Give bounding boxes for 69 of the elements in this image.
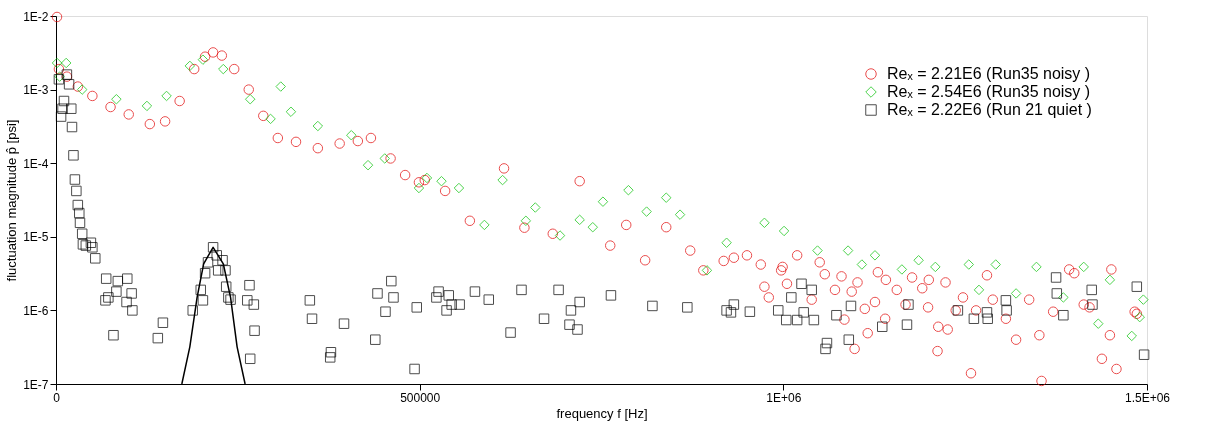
point	[379, 153, 390, 164]
point	[362, 159, 374, 171]
x-axis-title: frequency f [Hz]	[556, 405, 648, 421]
x-tick-label: 0	[53, 390, 61, 405]
point	[930, 261, 941, 273]
point	[856, 259, 868, 270]
point	[275, 81, 286, 92]
legend-label: Reₓ = 2.21E6 (Run35 noisy )	[887, 65, 1091, 82]
point	[184, 60, 196, 72]
y-tick-label: 1E-4	[23, 156, 49, 171]
y-axis-title: fluctuation magnitude p̂ [psi]	[4, 119, 20, 282]
point	[1078, 261, 1089, 273]
point	[218, 63, 229, 75]
point	[479, 219, 490, 231]
point	[76, 84, 88, 95]
point	[60, 57, 72, 69]
point	[973, 284, 985, 296]
point	[244, 93, 256, 105]
point	[312, 120, 324, 132]
y-tick-label: 1E-3	[23, 83, 49, 98]
point	[660, 192, 672, 203]
point	[812, 245, 823, 256]
point	[1058, 292, 1069, 303]
point	[990, 259, 1001, 270]
point	[265, 113, 276, 125]
point	[111, 93, 122, 105]
point	[869, 250, 881, 261]
point	[759, 217, 770, 229]
point	[285, 106, 297, 117]
point	[641, 206, 652, 217]
x-tick-label: 1E+06	[766, 390, 802, 405]
point	[913, 255, 924, 266]
point	[141, 100, 153, 112]
legend-label: Reₓ = 2.54E6 (Run35 noisy )	[887, 83, 1091, 100]
point	[574, 214, 585, 226]
y-tick-label: 1E-7	[23, 377, 49, 392]
point	[1126, 330, 1137, 342]
point	[346, 129, 357, 141]
point	[587, 221, 599, 233]
point	[623, 184, 634, 196]
point	[1138, 294, 1149, 305]
point	[778, 225, 790, 237]
y-tick-label: 1E-6	[23, 303, 49, 318]
point	[701, 265, 713, 276]
point	[436, 175, 447, 187]
point	[51, 57, 63, 69]
x-tick-label: 1.5E+06	[1124, 390, 1171, 405]
point	[1134, 311, 1145, 323]
point	[497, 174, 508, 186]
point	[674, 209, 686, 220]
point	[963, 259, 975, 270]
point	[1104, 274, 1116, 286]
point	[413, 182, 425, 194]
point	[1031, 261, 1042, 273]
point	[597, 196, 609, 207]
point	[1010, 288, 1022, 299]
point	[554, 230, 566, 241]
point	[453, 182, 465, 194]
point	[1093, 318, 1104, 329]
point	[520, 215, 532, 227]
y-tick-label: 1E-2	[23, 9, 49, 24]
point	[530, 202, 541, 213]
y-tick-label: 1E-5	[23, 230, 49, 245]
point	[842, 245, 854, 256]
point	[721, 237, 732, 248]
x-tick-label: 500000	[400, 390, 441, 405]
point	[896, 264, 908, 275]
point	[161, 90, 172, 102]
legend-label: Reₓ = 2.22E6 (Run 21 quiet )	[887, 101, 1092, 118]
